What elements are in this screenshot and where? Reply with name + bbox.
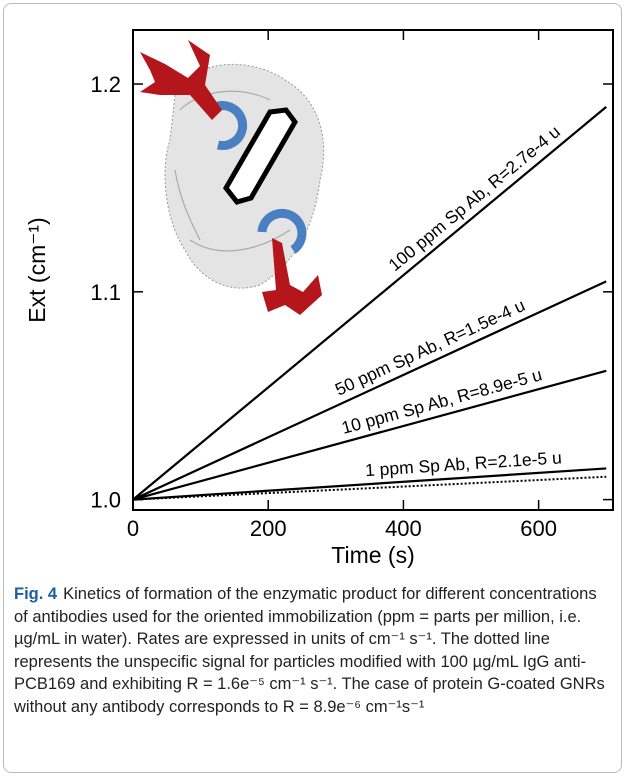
caption-label: Fig. 4 [14, 585, 58, 603]
illustration [140, 40, 325, 315]
chart: Time (s) Ext (cm⁻¹) 0 200 400 600 1.0 1.1 1.2 1… [24, 29, 614, 568]
series-line [132, 106, 607, 501]
series-line [132, 467, 607, 501]
plot-frame [132, 29, 614, 511]
y-axis-label: Ext (cm⁻¹) [24, 217, 50, 322]
y-tick-label: 1.2 [90, 72, 121, 97]
x-tick-label: 0 [127, 516, 139, 541]
series-line [132, 475, 607, 501]
y-tick-label: 1.0 [90, 488, 121, 513]
caption-text: Kinetics of formation of the enzymatic p… [14, 585, 605, 716]
caption: Fig. 4 Kinetics of formation of the enzym… [14, 583, 614, 718]
x-tick-label: 400 [385, 516, 422, 541]
x-axis-label: Time (s) [331, 542, 414, 568]
x-tick-label: 600 [520, 516, 557, 541]
figure-frame [3, 3, 622, 773]
series-line [132, 369, 607, 501]
series-label: 1 ppm Sp Ab, R=2.1e-5 u [364, 447, 562, 480]
y-tick-label: 1.1 [90, 280, 121, 305]
series-line [132, 280, 607, 501]
series-label: 100 ppm Sp Ab, R=2.7e-4 u [385, 121, 564, 275]
x-tick-label: 200 [250, 516, 287, 541]
